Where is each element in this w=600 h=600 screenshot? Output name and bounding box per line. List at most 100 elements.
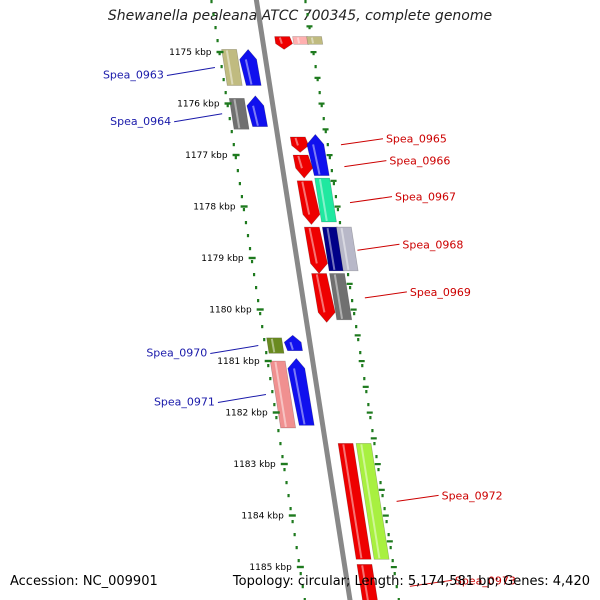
track-dot [369, 416, 372, 420]
gene-feature [329, 273, 353, 321]
gene-feature-highlight [308, 227, 318, 264]
gene-feature [355, 443, 390, 560]
gene-feature [292, 154, 314, 179]
track-tick [322, 128, 329, 131]
track-dot [377, 468, 380, 472]
gene-feature [274, 36, 293, 50]
track-dot [314, 65, 317, 69]
track-dot [359, 351, 362, 355]
kbp-tick [216, 50, 224, 54]
kbp-tick [232, 153, 240, 157]
gene-feature-highlight [326, 227, 336, 271]
track-tick [386, 540, 393, 543]
track-tick [370, 437, 377, 440]
track-dot [391, 559, 394, 563]
track-dot [212, 13, 215, 17]
gene-label: Spea_0965 [386, 133, 447, 146]
track-dot [373, 442, 376, 446]
gene-leader-line [357, 243, 400, 251]
gene-feature-highlight [318, 179, 328, 222]
track-dot [287, 494, 290, 498]
track-dot [242, 208, 246, 212]
track-dot [222, 78, 225, 82]
track-dot [367, 403, 370, 407]
gene-feature-highlight [252, 105, 259, 126]
track-dot [322, 117, 325, 121]
gene-feature [335, 226, 359, 272]
track-dot [281, 455, 284, 459]
track-dot [349, 286, 352, 290]
track-dot [220, 65, 223, 69]
gene-label: Spea_0969 [410, 286, 471, 299]
gene-feature [296, 180, 321, 225]
kbp-label: 1182 kbp [225, 409, 268, 419]
kbp-tick [280, 462, 288, 466]
gene-leader-line [340, 138, 384, 146]
track-dot [308, 26, 311, 30]
gene-feature [311, 273, 336, 323]
track-dot [240, 195, 244, 199]
gene-feature-highlight [225, 50, 234, 85]
track-tick [382, 514, 389, 517]
gene-feature [314, 177, 337, 223]
track-dot [328, 156, 331, 160]
gene-feature [283, 334, 303, 352]
kbp-label: 1180 kbp [209, 306, 252, 316]
gene-feature-highlight [301, 181, 311, 215]
kbp-label: 1179 kbp [201, 254, 244, 264]
gene-feature [337, 443, 372, 560]
track-dot [230, 130, 233, 134]
track-dot [389, 546, 392, 550]
track-tick [310, 51, 317, 54]
track-dot [234, 156, 237, 160]
track-dot [375, 455, 378, 459]
gene-feature-highlight [270, 338, 276, 353]
track-dot [320, 104, 323, 108]
accession-text: Accession: NC_009901 [10, 574, 158, 589]
track-dot [265, 351, 268, 355]
track-dot [271, 390, 274, 394]
track-dot [395, 585, 398, 589]
kbp-label: 1178 kbp [193, 203, 236, 213]
track-tick [390, 566, 397, 569]
track-dot [285, 481, 288, 485]
gene-feature-highlight [294, 137, 299, 146]
track-tick [334, 205, 341, 208]
gene-leader-line [349, 196, 393, 204]
track-dot [334, 195, 338, 199]
track-dot [289, 507, 292, 511]
track-dot [275, 416, 278, 420]
track-dot [293, 533, 296, 537]
genome-title: Shewanella pealeana ATCC 700345, complet… [107, 8, 493, 24]
track-dot [263, 338, 266, 342]
gene-feature [221, 49, 243, 86]
kbp-tick [224, 102, 232, 105]
track-dot [246, 234, 250, 238]
gene-feature-highlight [315, 274, 326, 313]
gene-label: Spea_0966 [389, 155, 450, 168]
gene-feature-highlight [289, 341, 294, 351]
track-dot [351, 299, 354, 303]
track-dot [312, 52, 315, 56]
kbp-label: 1177 kbp [185, 151, 228, 161]
track-dot [269, 377, 272, 381]
gene-leader-line [210, 345, 259, 355]
track-dot [224, 91, 227, 95]
track-dot [261, 325, 264, 329]
track-dot [363, 377, 366, 381]
track-dot [244, 221, 248, 225]
track-dot [214, 26, 217, 30]
kbp-label: 1176 kbp [177, 100, 220, 110]
gene-feature-highlight [361, 565, 369, 600]
track-dot [383, 507, 386, 511]
track-dot [238, 182, 241, 186]
gene-feature [303, 226, 328, 274]
gene-feature [292, 36, 310, 45]
track-dot [228, 117, 231, 121]
kbp-tick [264, 359, 272, 363]
gene-leader-line [396, 494, 439, 502]
track-tick [314, 76, 321, 79]
track-dot [387, 533, 390, 537]
kbp-label: 1183 kbp [233, 460, 276, 470]
track-dot [385, 520, 388, 524]
